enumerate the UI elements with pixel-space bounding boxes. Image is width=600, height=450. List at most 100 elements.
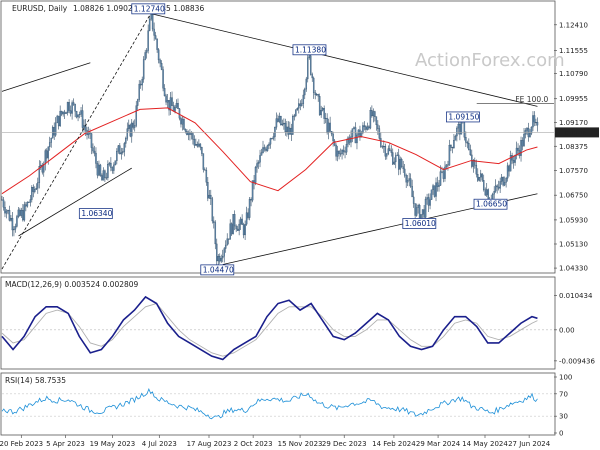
candle-body: [142, 59, 145, 80]
candle-body: [95, 152, 97, 164]
candle-body: [444, 166, 446, 179]
candle-body: [105, 177, 108, 179]
candle-body: [277, 118, 279, 122]
candle-body: [478, 176, 481, 181]
candle-body: [506, 165, 509, 179]
annotation-box: [200, 264, 235, 276]
candle-body: [220, 257, 222, 262]
x-tick-label: 14 May 2024: [462, 440, 508, 448]
trendline: [148, 12, 538, 107]
candle-body: [368, 126, 370, 129]
candle-body: [499, 181, 501, 189]
candle-body: [128, 124, 130, 129]
candle-body: [381, 146, 384, 148]
candle-body: [295, 109, 297, 116]
candle-body: [323, 108, 325, 119]
candle-body: [302, 94, 305, 104]
candle-body: [177, 103, 179, 110]
main-y-tick-label: 1.08375: [559, 143, 588, 151]
candle-body: [475, 164, 478, 175]
candle-body: [156, 38, 158, 50]
candle-body: [213, 220, 215, 223]
candle-body: [34, 189, 36, 192]
candle-body: [311, 74, 313, 79]
candle-body: [266, 145, 269, 151]
candle-body: [305, 78, 308, 90]
candle-body: [520, 140, 522, 156]
rsi-y-tick-label: 100: [559, 374, 572, 382]
current-price-tag: [555, 127, 599, 138]
candle-body: [174, 107, 176, 112]
candle-body: [93, 150, 96, 154]
candle-body: [122, 151, 124, 153]
candle-body: [26, 201, 29, 207]
candle-body: [236, 228, 239, 231]
candle-body: [256, 163, 258, 168]
candle-body: [101, 175, 103, 181]
candle-body: [314, 92, 316, 96]
candle-body: [208, 194, 211, 199]
candle-body: [514, 155, 516, 163]
candle-body: [5, 210, 8, 214]
candle-body: [435, 182, 437, 197]
candle-body: [245, 212, 248, 225]
candle-body: [28, 201, 30, 203]
main-header-symbol: EURUSD, Daily: [12, 4, 68, 13]
candle-body: [7, 209, 9, 212]
candle-body: [135, 105, 137, 126]
candle-body: [139, 83, 142, 86]
candle-body: [280, 116, 282, 126]
candle-body: [433, 185, 436, 197]
candle-body: [50, 138, 52, 143]
candle-body: [423, 209, 425, 218]
candle-body: [472, 160, 475, 167]
candle-body: [265, 148, 267, 151]
candle-body: [78, 114, 81, 115]
candle-body: [104, 170, 106, 178]
candle-body: [384, 146, 387, 157]
candle-body: [399, 158, 401, 170]
macd-line: [1, 295, 538, 361]
candle-body: [251, 180, 254, 201]
candle-body: [193, 139, 196, 146]
candle-body: [497, 186, 500, 189]
candle-body: [160, 63, 163, 70]
main-panel-frame: [0, 0, 556, 274]
macd-header: MACD(12,26,9) 0.003524 0.002809: [5, 280, 139, 289]
candle-body: [339, 153, 342, 155]
candle-body: [269, 138, 272, 145]
candle-body: [321, 108, 324, 111]
candle-body: [263, 147, 266, 150]
annotation-label: 1.12740: [134, 4, 165, 13]
candle-body: [120, 152, 123, 155]
candle-body: [229, 223, 231, 240]
candle-body: [244, 224, 246, 236]
candle-body: [235, 225, 237, 230]
candle-body: [107, 164, 109, 178]
candle-body: [371, 110, 373, 117]
candle-body: [8, 209, 11, 221]
candle-body: [363, 125, 366, 127]
candle-body: [239, 218, 242, 225]
candle-body: [275, 118, 278, 128]
candle-body: [289, 127, 291, 135]
candle-body: [278, 116, 281, 122]
candle-body: [125, 138, 127, 144]
candle-body: [380, 138, 382, 147]
annotation-label: 1.04470: [203, 265, 234, 274]
candle-body: [308, 55, 310, 59]
candle-body: [430, 189, 433, 200]
candle-body: [412, 196, 415, 204]
candle-body: [116, 150, 118, 161]
candle-body: [481, 173, 484, 181]
candle-body: [17, 209, 20, 217]
candle-body: [348, 137, 351, 143]
candle-body: [403, 168, 406, 176]
candle-body: [154, 35, 157, 40]
candle-body: [315, 94, 318, 96]
candle-body: [529, 133, 531, 138]
candle-body: [268, 144, 270, 146]
candle-body: [317, 94, 319, 97]
candle-body: [505, 178, 507, 183]
candle-body: [123, 143, 126, 152]
